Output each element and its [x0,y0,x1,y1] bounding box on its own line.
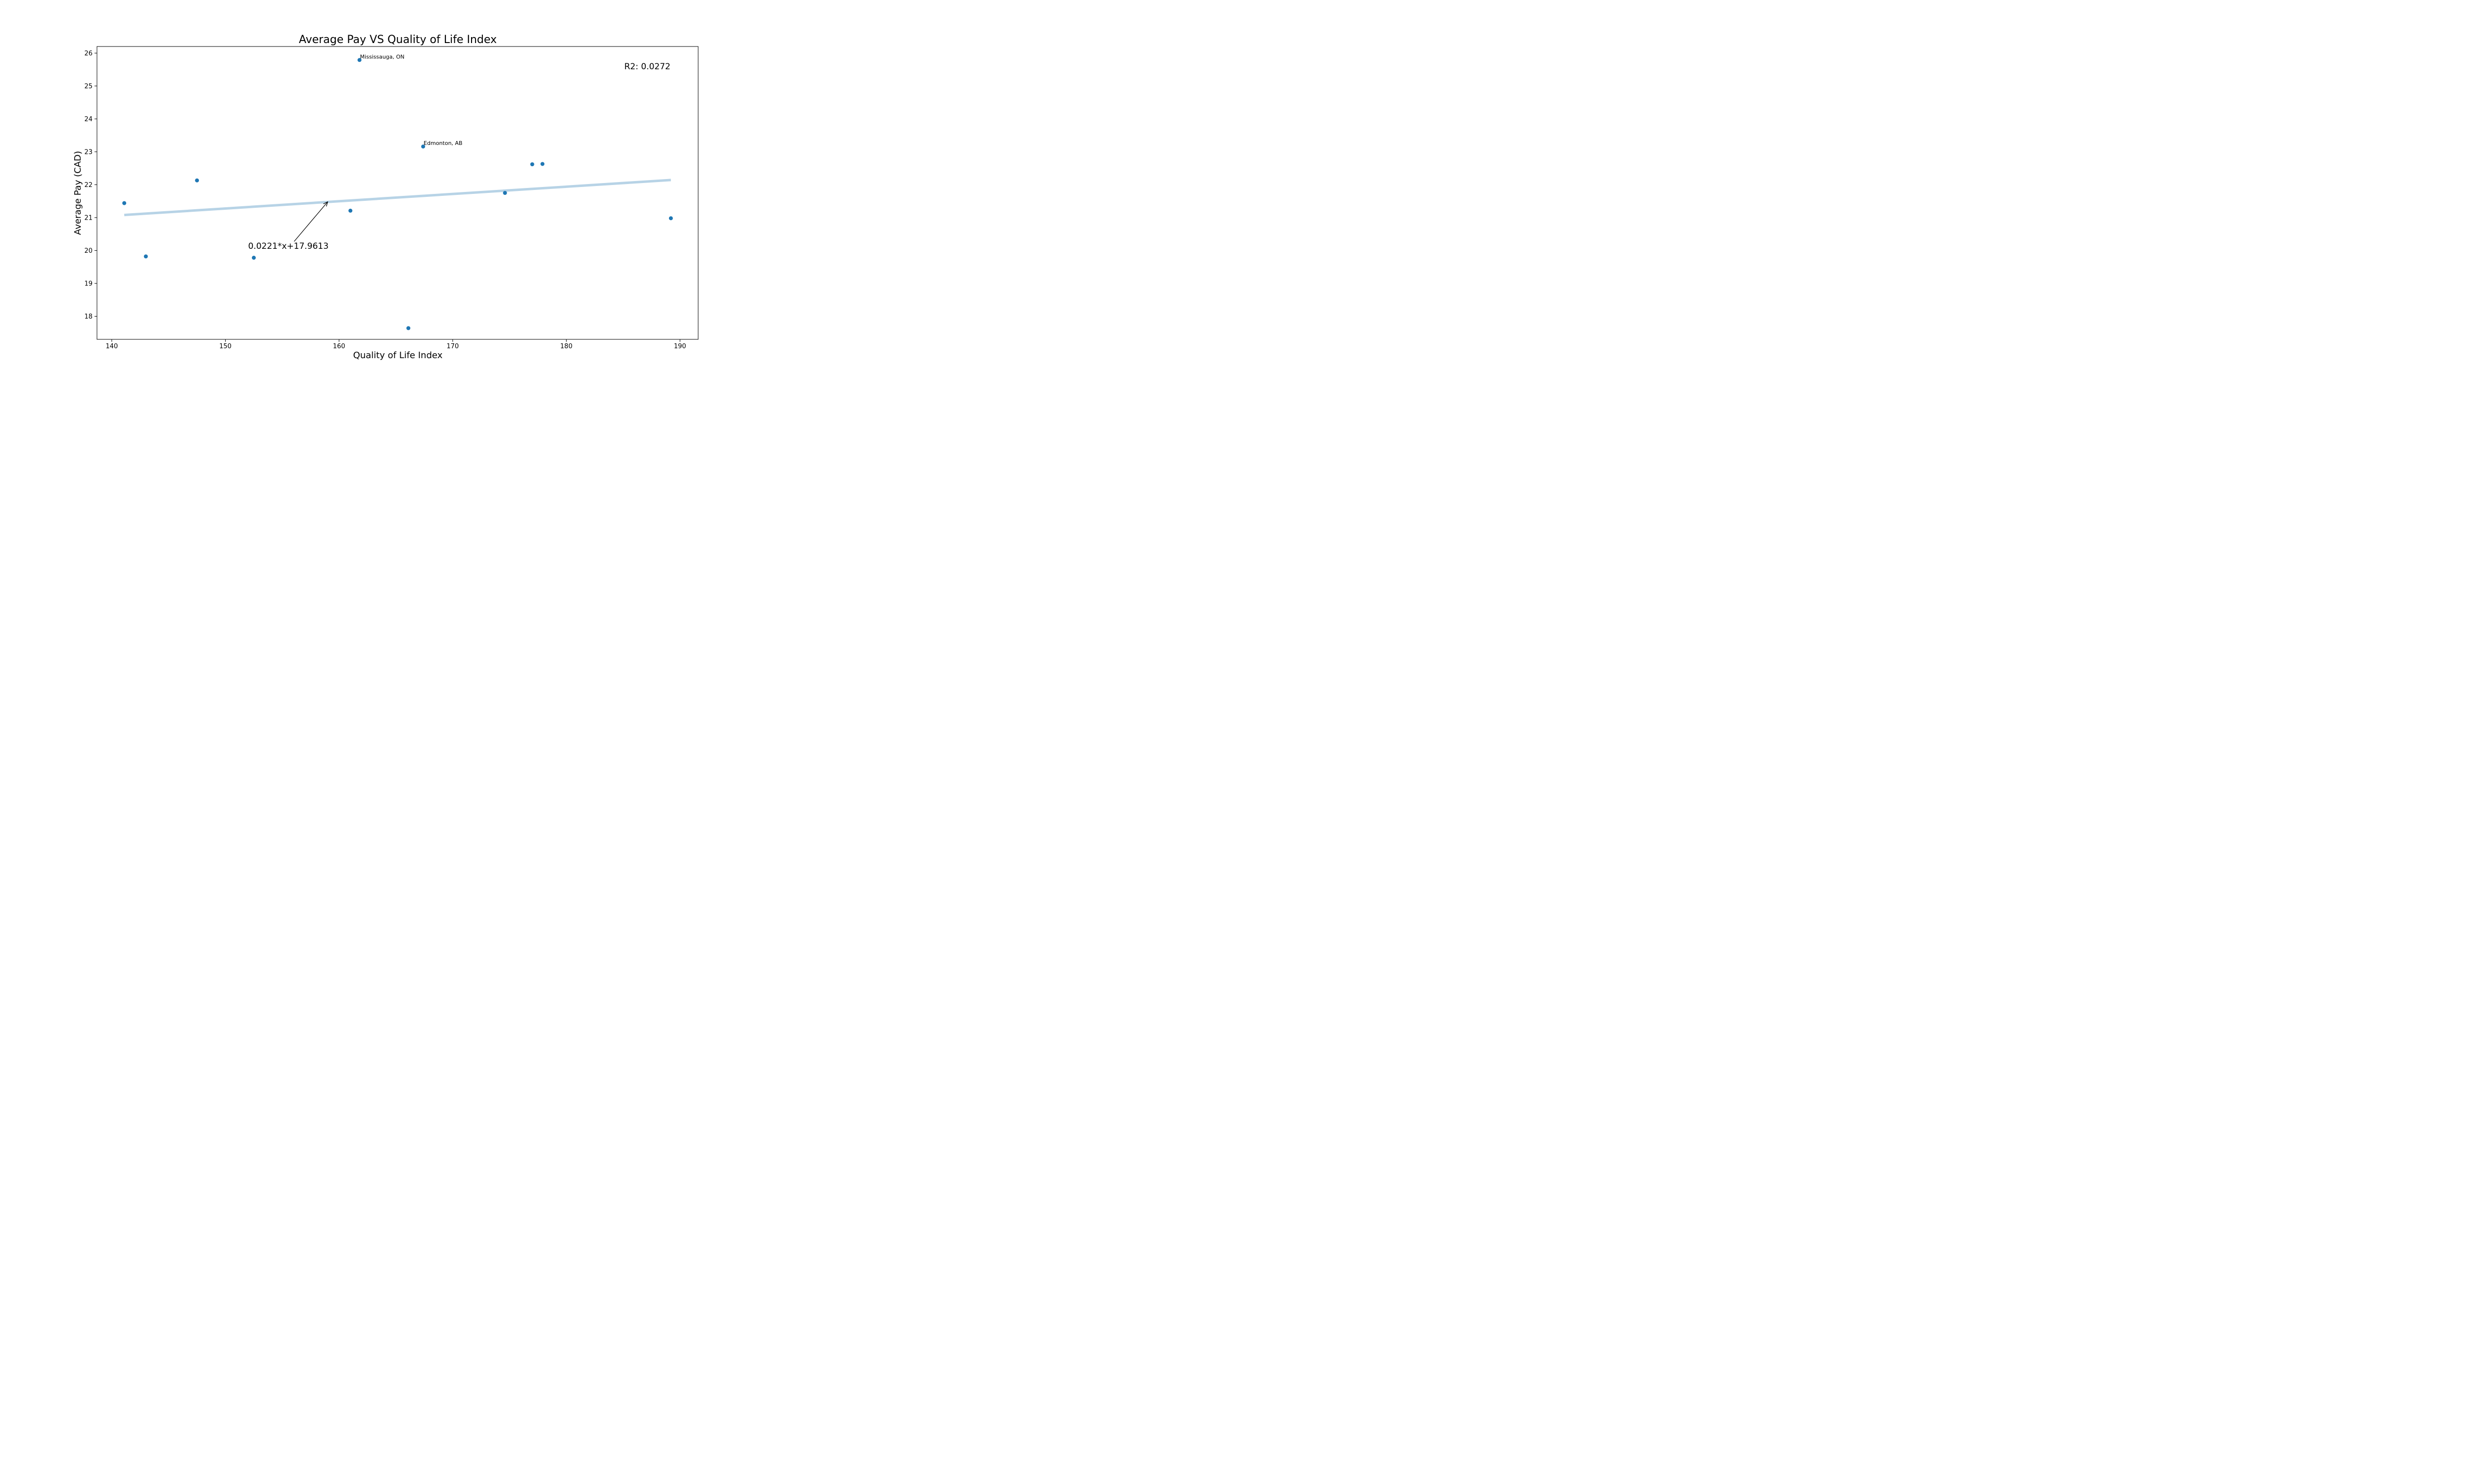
data-point [503,191,507,195]
x-tick-label: 180 [560,343,572,350]
x-tick-label: 140 [105,343,118,350]
y-tick-label: 21 [84,214,93,222]
y-tick-label: 20 [84,247,93,255]
data-point [530,162,534,167]
point-labels: Mississauga, ON Edmonton, AB [360,53,463,146]
y-tick-label: 25 [84,83,93,90]
data-point [406,326,411,330]
x-tick-label: 170 [446,343,459,350]
data-point [251,256,256,260]
equation-arrow [294,202,328,242]
r2-value: R2: 0.0272 [624,62,670,72]
data-point [540,162,545,166]
y-tick-label: 26 [84,50,93,57]
y-tick-label: 18 [84,313,93,321]
data-point [195,178,199,183]
data-point [421,144,426,149]
x-axis-ticks: 140 150 160 170 180 190 [105,339,686,350]
data-points [122,58,673,330]
y-tick-label: 22 [84,182,93,189]
x-tick-label: 160 [333,343,345,350]
point-label: Edmonton, AB [424,140,462,146]
y-tick-label: 24 [84,116,93,123]
data-point [122,201,127,205]
scatter-chart: Average Pay VS Quality of Life Index Mis… [73,34,699,361]
x-tick-label: 150 [219,343,232,350]
data-point [357,58,362,62]
x-tick-label: 190 [674,343,686,350]
chart-title: Average Pay VS Quality of Life Index [299,34,497,46]
y-axis-ticks: 18 19 20 21 22 23 24 25 26 [84,50,97,321]
plot-frame [96,46,699,340]
data-point [143,254,148,259]
point-label: Mississauga, ON [360,53,405,60]
plot-area: Mississauga, ON Edmonton, AB 0.0221*x+17.… [122,53,673,330]
trendline [124,179,671,217]
y-axis-label: Average Pay (CAD) [73,151,83,235]
data-point [668,216,673,221]
y-tick-label: 23 [84,148,93,156]
trendline-equation: 0.0221*x+17.9613 [248,241,329,251]
y-tick-label: 19 [84,280,93,287]
x-axis-label: Quality of Life Index [353,350,443,361]
data-point [348,208,353,213]
